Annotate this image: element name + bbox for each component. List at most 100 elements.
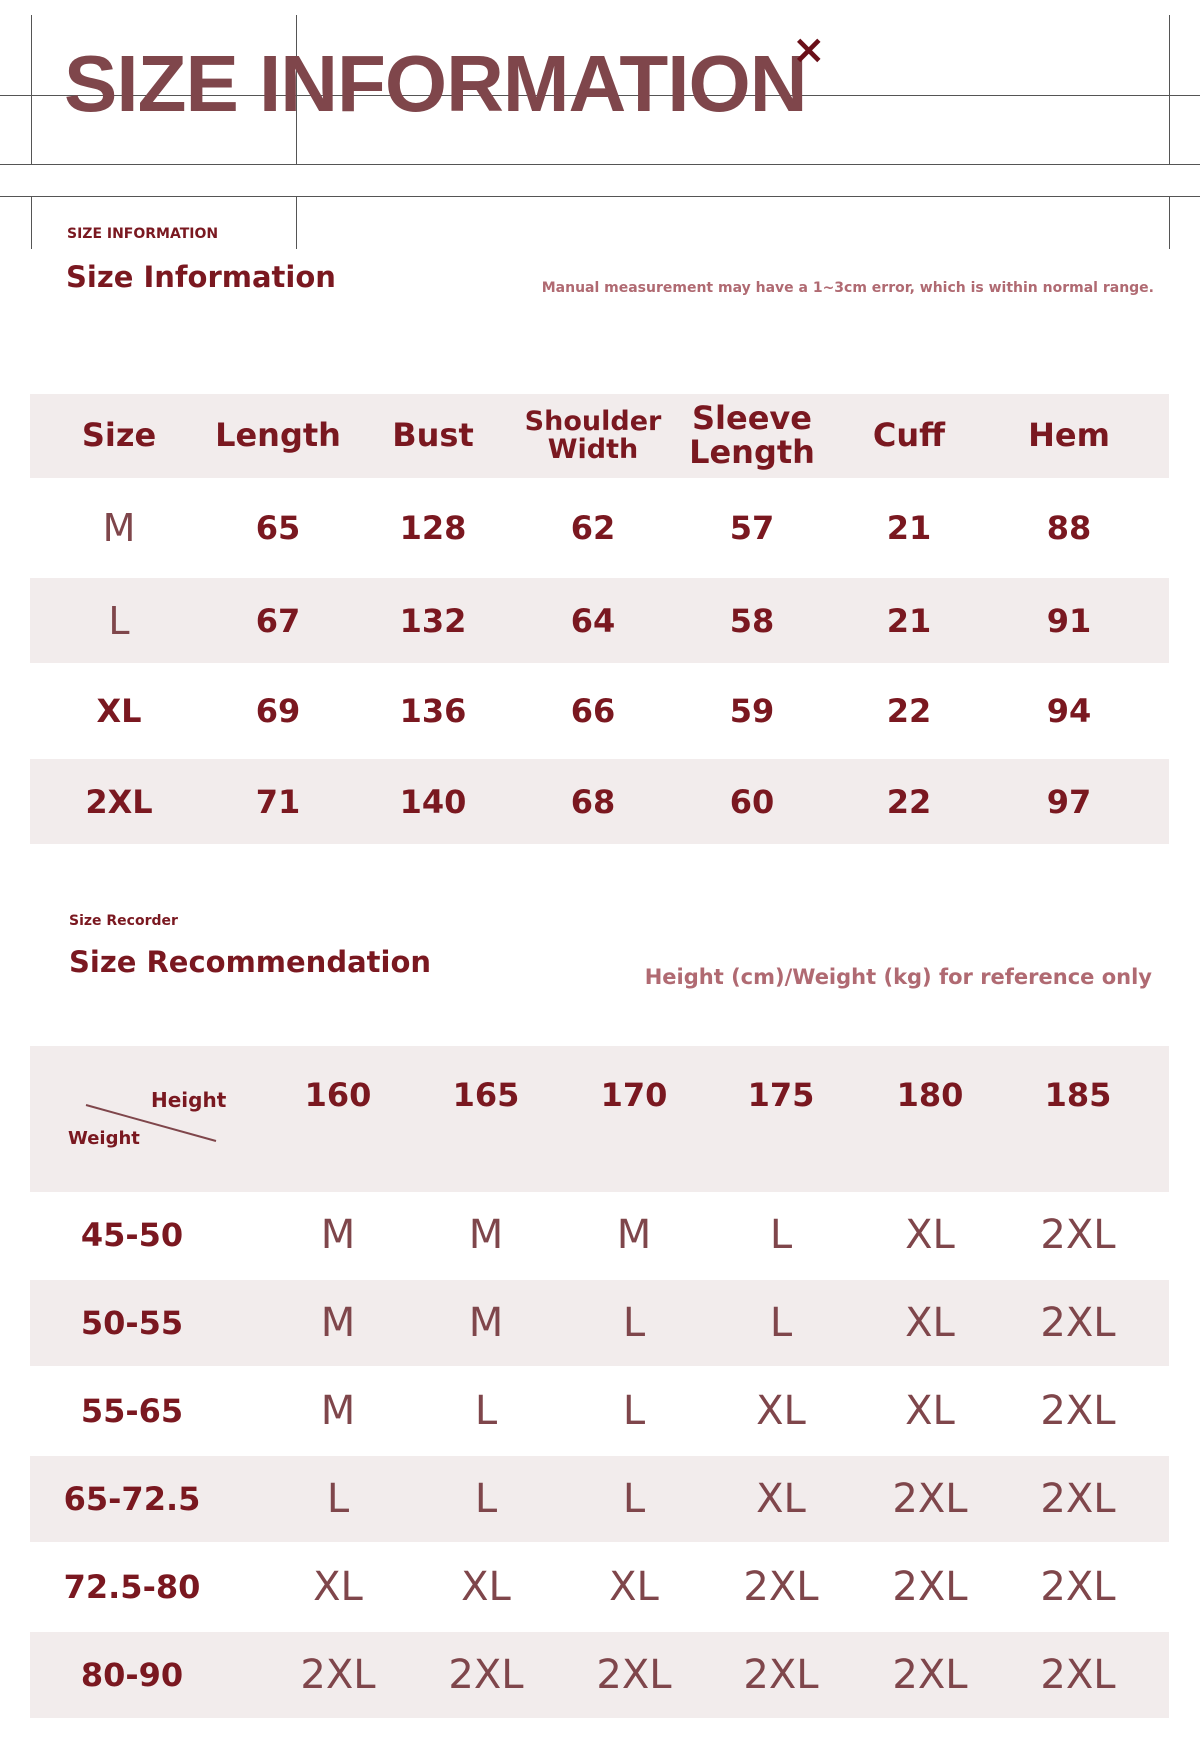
recommended-size: 2XL — [1040, 1564, 1116, 1610]
recommended-size: 2XL — [1040, 1300, 1116, 1346]
measurement-value: 65 — [255, 509, 301, 547]
size-label: M — [102, 506, 136, 550]
measurement-value: 140 — [399, 782, 467, 821]
measurement-note: Manual measurement may have a 1~3cm erro… — [541, 280, 1154, 296]
recommended-size: 2XL — [1040, 1388, 1116, 1434]
reference-note: Height (cm)/Weight (kg) for reference on… — [644, 965, 1152, 989]
recommended-size: XL — [313, 1564, 363, 1610]
measurement-value: 64 — [570, 601, 616, 640]
measurement-value: 22 — [886, 692, 932, 730]
column-header: Shoulder Width — [524, 405, 662, 465]
table-row: 55-65 M L L XL XL 2XL — [30, 1368, 1169, 1454]
height-header: 170 — [600, 1076, 668, 1114]
measurement-value: 67 — [255, 601, 301, 640]
recommended-size: XL — [905, 1212, 955, 1258]
guide-line — [0, 164, 1200, 165]
recommended-size: L — [622, 1300, 646, 1346]
guide-line — [0, 95, 1200, 96]
weight-label: 80-90 — [80, 1656, 184, 1694]
column-header: Sleeve Length — [689, 399, 815, 471]
recommended-size: XL — [905, 1388, 955, 1434]
recommended-size: 2XL — [1040, 1476, 1116, 1522]
table-row: 2XL 71 140 68 60 22 97 — [30, 759, 1169, 844]
recommended-size: XL — [609, 1564, 659, 1610]
measurement-value: 97 — [1046, 782, 1092, 821]
guide-line — [296, 15, 297, 164]
recommended-size: M — [468, 1300, 504, 1346]
recommended-size: XL — [756, 1388, 806, 1434]
table-row: 72.5-80 XL XL XL 2XL 2XL 2XL — [30, 1544, 1169, 1630]
table-row: XL 69 136 66 59 22 94 — [30, 663, 1169, 759]
recommended-size: 2XL — [300, 1652, 376, 1698]
weight-label: 50-55 — [80, 1304, 184, 1342]
corner-cell: Height Weight — [30, 1046, 250, 1192]
recommended-size: 2XL — [743, 1652, 819, 1698]
guide-line — [31, 15, 32, 164]
recommended-size: 2XL — [743, 1564, 819, 1610]
recommended-size: L — [769, 1212, 793, 1258]
close-icon: × — [792, 27, 826, 73]
table-row: L 67 132 64 58 21 91 — [30, 578, 1169, 663]
size-label: XL — [96, 692, 142, 730]
weight-label: 45-50 — [80, 1216, 184, 1254]
recommended-size: 2XL — [892, 1476, 968, 1522]
page-title: SIZE INFORMATION — [64, 39, 807, 128]
measurement-value: 58 — [729, 601, 775, 640]
height-header: 165 — [452, 1076, 520, 1114]
measurement-value: 94 — [1046, 692, 1092, 730]
guide-line — [31, 196, 32, 249]
measurement-value: 59 — [729, 692, 775, 730]
height-header: 185 — [1044, 1076, 1112, 1114]
weight-label: 55-65 — [80, 1392, 184, 1430]
recommended-size: M — [320, 1212, 356, 1258]
recommendation-table: Height Weight 160 165 170 175 180 185 45-50 M M M L X… — [30, 1046, 1169, 1720]
measurement-value: 69 — [255, 692, 301, 730]
guide-line — [1169, 15, 1170, 164]
measurement-value: 88 — [1046, 509, 1092, 547]
measurement-value: 60 — [729, 782, 775, 821]
measurement-value: 22 — [886, 782, 932, 821]
measurement-value: 91 — [1046, 601, 1092, 640]
section-label: SIZE INFORMATION — [67, 226, 219, 242]
height-header: 160 — [304, 1076, 372, 1114]
column-header: Cuff — [872, 416, 946, 455]
table-header-row: Height Weight 160 165 170 175 180 185 — [30, 1046, 1169, 1192]
recommended-size: 2XL — [892, 1652, 968, 1698]
measurement-value: 21 — [886, 601, 932, 640]
recommended-size: L — [326, 1476, 350, 1522]
recommended-size: 2XL — [892, 1564, 968, 1610]
recommended-size: 2XL — [1040, 1212, 1116, 1258]
section-title: Size Recommendation — [69, 945, 432, 979]
section-label: Size Recorder — [69, 913, 178, 929]
diagonal-divider — [85, 1104, 217, 1142]
divider-line — [85, 1104, 217, 1142]
measurement-value: 68 — [570, 782, 616, 821]
table-row: 50-55 M M L L XL 2XL — [30, 1280, 1169, 1366]
measurement-value: 57 — [729, 509, 775, 547]
recommended-size: L — [474, 1388, 498, 1434]
column-header: Hem — [1028, 416, 1110, 455]
recommended-size: M — [616, 1212, 652, 1258]
recommended-size: XL — [756, 1476, 806, 1522]
table-row: 45-50 M M M L XL 2XL — [30, 1192, 1169, 1278]
size-table: Size Length Bust Shoulder Width Sleeve Lengt… — [30, 394, 1169, 844]
measurement-value: 71 — [255, 782, 301, 821]
height-header: 175 — [747, 1076, 815, 1114]
table-row: 80-90 2XL 2XL 2XL 2XL 2XL 2XL — [30, 1632, 1169, 1718]
corner-height-label: Height — [151, 1088, 227, 1112]
weight-label: 65-72.5 — [63, 1480, 201, 1518]
guide-line — [1169, 196, 1170, 249]
recommended-size: L — [622, 1388, 646, 1434]
section-title: Size Information — [66, 260, 336, 294]
measurement-value: 132 — [399, 601, 467, 640]
recommended-size: M — [468, 1212, 504, 1258]
recommended-size: M — [320, 1388, 356, 1434]
recommended-size: XL — [905, 1300, 955, 1346]
guide-line — [296, 196, 297, 249]
size-label: 2XL — [85, 782, 153, 821]
column-header: Size — [81, 416, 157, 455]
recommended-size: 2XL — [448, 1652, 524, 1698]
recommended-size: L — [769, 1300, 793, 1346]
recommended-size: XL — [461, 1564, 511, 1610]
measurement-value: 128 — [399, 509, 467, 547]
